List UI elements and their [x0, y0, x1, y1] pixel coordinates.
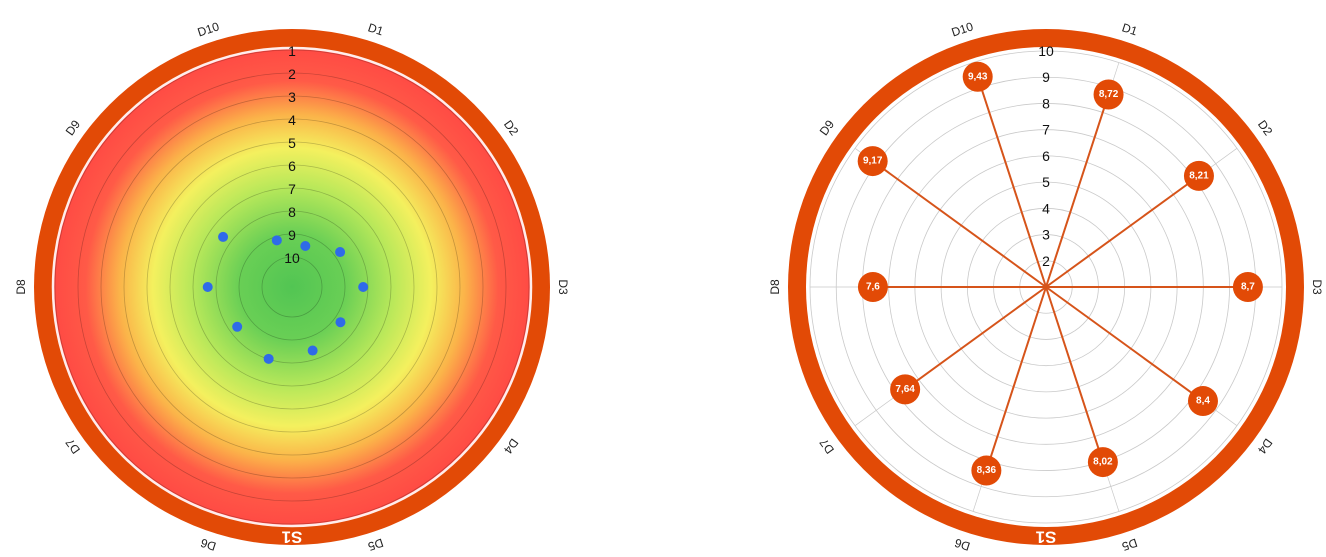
dimension-label: D5 — [366, 536, 385, 554]
dimension-label: D8 — [768, 279, 782, 295]
data-point — [300, 240, 311, 251]
left-radial-ticks: 1 2 3 4 5 6 7 8 9 10 — [284, 43, 300, 266]
data-point — [232, 321, 243, 332]
value-label: 7,64 — [895, 384, 915, 395]
data-point — [202, 282, 213, 292]
radial-tick-label: 5 — [288, 135, 296, 151]
value-badge — [890, 374, 921, 405]
left-ring-label: S1 — [282, 528, 303, 547]
value-label: 8,72 — [1099, 89, 1119, 100]
value-badge — [1087, 447, 1118, 478]
dimension-label: D6 — [953, 535, 972, 553]
grid-ring — [261, 256, 323, 318]
value-label: 8,21 — [1189, 171, 1209, 182]
dimension-label: D9 — [63, 117, 84, 138]
grid-ring — [146, 141, 438, 433]
radial-tick-label: 8 — [288, 204, 296, 220]
value-badge — [857, 272, 888, 302]
grid-ring — [169, 164, 415, 410]
radial-tick-label: 4 — [288, 112, 296, 128]
left-inner-edge — [51, 46, 533, 528]
right-ring-label: S1 — [1036, 528, 1057, 547]
dimension-label: D1 — [1120, 20, 1139, 38]
data-stem — [976, 76, 1047, 288]
dimension-label: D4 — [1255, 436, 1276, 457]
dimension-label: D5 — [1120, 536, 1139, 554]
right-stems — [872, 76, 1248, 471]
value-badge — [857, 146, 888, 177]
radial-tick-label: 7 — [1042, 122, 1050, 138]
value-label: 8,4 — [1196, 396, 1210, 407]
radial-tick-label: 10 — [284, 250, 300, 266]
data-stem — [904, 286, 1047, 391]
value-badge — [971, 455, 1002, 486]
right-value-badges: 8,72 8,21 8,7 8,4 8,02 8,36 7,64 7,6 9,17 9,43 — [857, 61, 1263, 486]
data-stem — [1045, 286, 1204, 402]
grid-ring — [54, 49, 530, 525]
dimension-label: D9 — [817, 117, 838, 138]
dimension-label: D2 — [1255, 117, 1276, 138]
data-point — [358, 282, 369, 292]
value-label: 8,02 — [1093, 457, 1113, 468]
radial-tick-label: 3 — [1042, 227, 1050, 243]
value-label: 9,43 — [968, 71, 988, 82]
grid-ring — [123, 118, 461, 456]
data-point — [335, 247, 346, 258]
value-label: 7,6 — [866, 282, 880, 293]
data-point — [263, 353, 274, 364]
dimension-label: D10 — [950, 19, 976, 39]
value-label: 8,36 — [977, 465, 997, 476]
left-polar-chart: 1 2 3 4 5 6 7 8 9 10 D1 D2 D3 D4 D5 D6 D7 D8 D9 D10 S1 — [14, 19, 570, 553]
radial-tick-label: 9 — [1042, 69, 1050, 85]
left-points — [202, 231, 369, 364]
radial-tick-label: 4 — [1042, 200, 1050, 216]
radial-tick-label: 2 — [1042, 253, 1050, 269]
dimension-label: D2 — [501, 117, 522, 138]
value-badge — [1093, 79, 1124, 110]
radial-tick-label: 8 — [1042, 95, 1050, 111]
radial-tick-label: 5 — [1042, 174, 1050, 190]
grid-ring — [192, 187, 392, 387]
dimension-label: D6 — [199, 535, 218, 553]
data-stem — [1045, 94, 1110, 288]
data-stem — [872, 160, 1047, 288]
data-point — [271, 235, 282, 246]
grid-ring — [238, 233, 346, 341]
dimension-label: D10 — [196, 19, 222, 39]
grid-ring — [100, 95, 484, 479]
left-heat-disc — [52, 47, 532, 527]
dimension-label: D4 — [501, 436, 522, 457]
value-badge — [1232, 272, 1263, 302]
data-stem — [985, 286, 1047, 471]
radial-tick-label: 6 — [288, 158, 296, 174]
radial-tick-label: 1 — [288, 43, 296, 59]
radial-tick-label: 3 — [288, 89, 296, 105]
data-point — [307, 345, 318, 356]
dimension-label: D7 — [63, 436, 84, 457]
dimension-label: D3 — [1310, 279, 1324, 295]
dimension-label: D8 — [14, 279, 28, 295]
left-grid — [54, 49, 530, 525]
right-radial-ticks: 2 3 4 5 6 7 8 9 10 — [1038, 43, 1054, 269]
value-badge — [1187, 386, 1218, 417]
grid-ring — [77, 72, 507, 502]
radial-tick-label: 9 — [288, 227, 296, 243]
data-point — [218, 231, 229, 242]
data-stem — [1045, 175, 1200, 288]
dimension-label: D7 — [817, 436, 838, 457]
value-label: 8,7 — [1241, 282, 1255, 293]
radial-tick-label: 2 — [288, 66, 296, 82]
radial-tick-label: 6 — [1042, 148, 1050, 164]
data-point — [335, 317, 346, 328]
dimension-label: D1 — [366, 20, 385, 38]
dimension-label: D3 — [556, 279, 570, 295]
radial-tick-label: 7 — [288, 181, 296, 197]
radial-tick-label: 10 — [1038, 43, 1054, 59]
value-badge — [962, 61, 993, 92]
value-label: 9,17 — [863, 156, 883, 167]
data-stem — [1045, 286, 1104, 463]
value-badge — [1183, 160, 1214, 191]
